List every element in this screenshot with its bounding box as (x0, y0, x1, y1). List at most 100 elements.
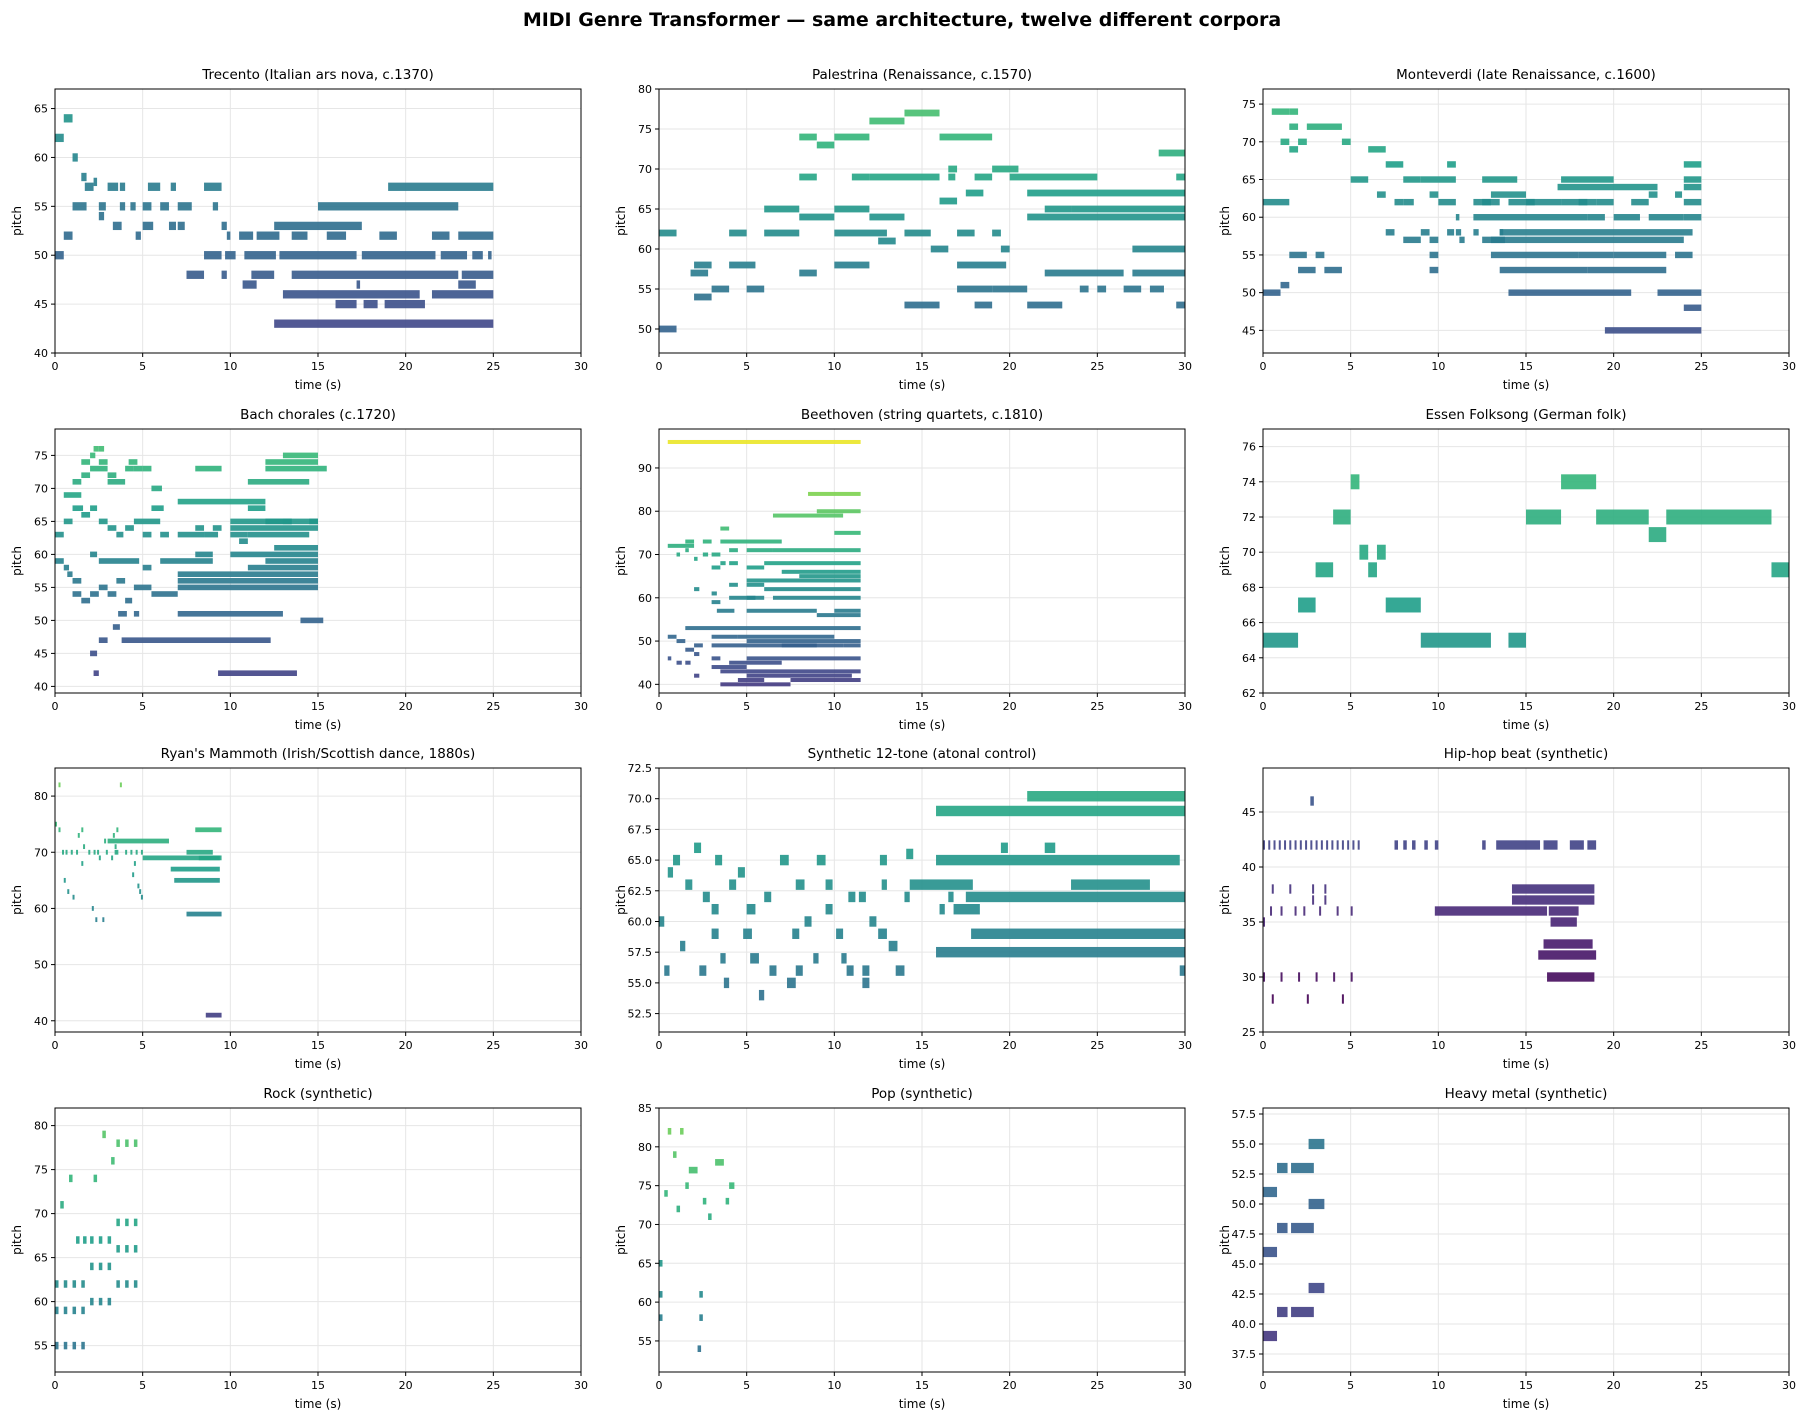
note-bar (779, 854, 789, 866)
note-bar (107, 1297, 112, 1306)
x-tick-label: 10 (827, 1039, 841, 1052)
x-axis-label: time (s) (1503, 1057, 1550, 1071)
note-bar (659, 325, 677, 333)
note-bar (177, 202, 192, 211)
note-bar (1306, 994, 1309, 1004)
note-bar (1303, 906, 1306, 916)
note-bar (825, 879, 833, 890)
note-bar (1561, 176, 1614, 183)
note-bar (198, 855, 222, 861)
note-bar (743, 928, 752, 939)
x-tick-label: 0 (1260, 1379, 1267, 1392)
note-bar (265, 518, 292, 525)
note-bar (1420, 632, 1491, 648)
subplot: 0 5 10 15 20 25 30 50 55 60 65 70 75 80 Palestrina (Re… (614, 67, 1192, 392)
note-bar (431, 231, 450, 240)
note-bar (274, 221, 362, 231)
note-bar (230, 525, 318, 531)
note-bar (1263, 840, 1265, 850)
note-bar (664, 965, 670, 976)
note-bar (1447, 161, 1456, 168)
note-bar (247, 478, 310, 485)
x-tick-label: 20 (1607, 700, 1621, 713)
x-tick-label: 15 (311, 700, 325, 713)
y-tick-label: 80 (34, 1120, 48, 1133)
y-tick-label: 60 (34, 902, 48, 915)
x-tick-label: 20 (1003, 700, 1017, 713)
note-bar (114, 844, 117, 850)
x-tick-label: 25 (1090, 360, 1104, 373)
note-bar (1299, 840, 1302, 850)
note-bar (107, 1262, 112, 1271)
note-bar (1613, 214, 1640, 221)
note-bar (133, 1139, 138, 1147)
note-bar (55, 531, 64, 538)
note-bar (659, 229, 677, 237)
note-bar (133, 861, 136, 866)
note-bar (93, 445, 99, 452)
note-bar (1291, 1162, 1314, 1174)
note-bar (790, 678, 861, 683)
note-bar (1320, 840, 1323, 850)
note-bar (282, 452, 318, 459)
note-bar (723, 977, 730, 989)
note-bar (673, 854, 681, 866)
note-bar (81, 1280, 85, 1288)
note-bar (992, 165, 1019, 173)
note-bar (63, 492, 82, 498)
note-bar (186, 270, 205, 279)
x-tick-label: 20 (399, 700, 413, 713)
x-axis-label: time (s) (295, 718, 342, 732)
note-bar (251, 270, 275, 279)
note-bar (737, 634, 835, 639)
note-bar (1176, 301, 1185, 309)
note-layer (55, 782, 222, 1018)
note-bar (1324, 266, 1342, 274)
x-tick-label: 30 (574, 360, 588, 373)
note-bar (225, 251, 236, 260)
note-bar (63, 564, 70, 571)
note-bar (781, 643, 844, 648)
note-layer (1263, 796, 1597, 1004)
x-tick-label: 5 (139, 1039, 146, 1052)
note-bar (1666, 509, 1772, 525)
note-bar (90, 591, 99, 597)
note-bar (81, 172, 87, 182)
note-bar (1350, 972, 1353, 982)
note-bar (799, 574, 861, 579)
subplot: 0 5 10 15 20 25 30 45 50 55 60 65 70 75 Monteverdi (la… (1218, 67, 1796, 392)
note-bar (1482, 840, 1486, 850)
note-bar (939, 133, 993, 141)
note-bar (1403, 840, 1407, 850)
note-bar (711, 600, 721, 605)
note-bar (799, 133, 817, 141)
note-bar (137, 883, 140, 889)
note-bar (711, 552, 721, 557)
note-bar (702, 552, 709, 557)
note-bar (1557, 183, 1658, 191)
y-tick-label: 35 (1242, 916, 1256, 929)
note-bar (242, 280, 257, 289)
note-bar (1263, 632, 1299, 648)
note-bar (711, 928, 719, 939)
x-tick-label: 5 (743, 700, 750, 713)
x-tick-label: 10 (827, 360, 841, 373)
note-bar (848, 891, 856, 903)
note-bar (1097, 285, 1107, 293)
note-bar (1027, 213, 1185, 221)
note-bar (88, 849, 91, 855)
x-tick-label: 30 (1782, 1379, 1796, 1392)
x-tick-label: 25 (1694, 1039, 1708, 1052)
subplot: 0 5 10 15 20 25 30 62 64 66 68 70 72 74 76 Essen Folkso… (1218, 407, 1796, 732)
note-bar (63, 1280, 68, 1288)
y-tick-label: 60 (638, 1296, 652, 1309)
note-bar (1596, 198, 1614, 206)
x-tick-label: 30 (1178, 360, 1192, 373)
x-tick-label: 25 (1090, 700, 1104, 713)
note-bar (862, 977, 870, 989)
note-bar (81, 459, 91, 465)
y-tick-label: 65 (638, 203, 652, 216)
note-bar (676, 552, 681, 557)
y-axis-label: pitch (10, 546, 24, 576)
note-bar (1079, 285, 1089, 293)
